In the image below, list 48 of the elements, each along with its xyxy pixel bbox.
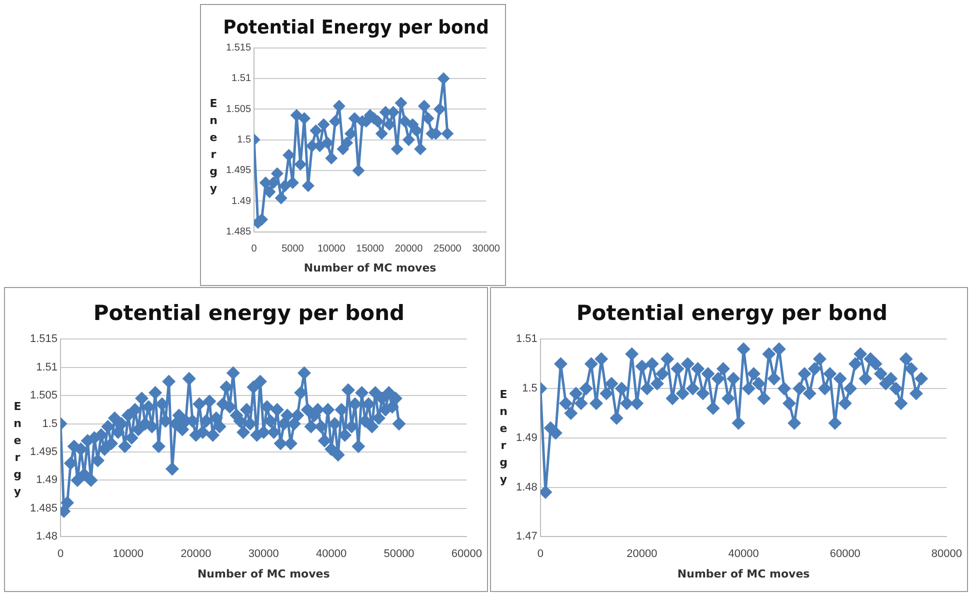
chart-title: Potential Energy per bond — [223, 16, 489, 38]
y-tick-label: 1.51 — [516, 333, 538, 346]
y-tick-label: 1.495 — [30, 446, 58, 458]
x-tick-label: 10000 — [112, 548, 144, 560]
y-tick-label: 1.48 — [36, 530, 58, 543]
y-tick-label: 1.515 — [30, 333, 58, 346]
y-tick-label: 1.49 — [36, 474, 58, 486]
x-tick-label: 0 — [251, 244, 258, 255]
y-tick-label: 1.5 — [522, 382, 538, 395]
x-tick-label: 30000 — [472, 244, 500, 255]
x-tick-label: 20000 — [626, 548, 658, 560]
x-tick-label: 0 — [537, 548, 544, 560]
y-axis-title: Energy — [209, 96, 218, 197]
y-tick-label: 1.51 — [232, 73, 252, 84]
x-tick-label: 20000 — [180, 548, 212, 560]
x-tick-label: 40000 — [728, 548, 759, 560]
y-tick-label: 1.47 — [516, 530, 538, 543]
x-tick-label: 0 — [57, 548, 64, 560]
x-tick-label: 30000 — [248, 548, 279, 560]
y-tick-label: 1.5 — [237, 134, 252, 146]
y-tick-label: 1.51 — [36, 361, 58, 374]
x-tick-label: 20000 — [394, 244, 424, 255]
x-axis-title: Number of MC moves — [304, 261, 437, 274]
y-tick-label: 1.485 — [226, 226, 252, 238]
x-tick-label: 5000 — [282, 244, 304, 255]
x-axis-title: Number of MC moves — [677, 567, 810, 580]
y-tick-label: 1.5 — [42, 418, 58, 430]
x-tick-label: 60000 — [830, 548, 860, 560]
chart-title: Potential energy per bond — [576, 301, 888, 326]
y-tick-label: 1.515 — [226, 42, 252, 54]
y-tick-label: 1.49 — [232, 196, 252, 207]
y-tick-label: 1.505 — [30, 390, 58, 402]
y-axis-title: Energy — [13, 399, 22, 500]
y-tick-label: 1.48 — [516, 481, 538, 494]
y-tick-label: 1.505 — [226, 104, 252, 115]
x-tick-label: 50000 — [384, 548, 414, 560]
x-tick-label: 80000 — [931, 548, 962, 560]
x-tick-label: 10000 — [317, 244, 346, 255]
chart-title: Potential energy per bond — [93, 301, 405, 326]
y-tick-label: 1.485 — [30, 502, 58, 514]
x-tick-label: 15000 — [356, 244, 384, 255]
y-tick-label: 1.49 — [516, 432, 538, 444]
x-axis-title: Number of MC moves — [197, 567, 330, 580]
y-tick-label: 1.495 — [226, 165, 252, 176]
x-tick-label: 40000 — [316, 548, 347, 560]
x-tick-label: 25000 — [434, 244, 462, 255]
y-axis-title: Energy — [499, 387, 508, 488]
x-tick-label: 60000 — [451, 548, 482, 560]
